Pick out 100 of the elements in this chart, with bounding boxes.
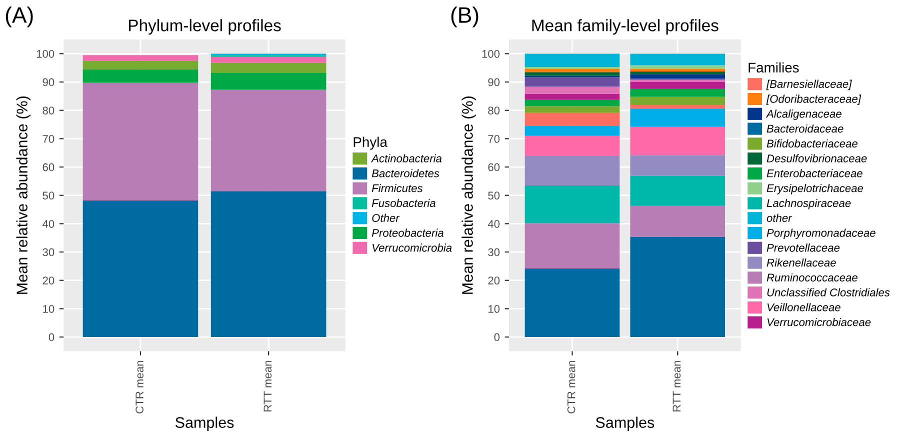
bar	[82, 69, 198, 83]
y-tick-label: 20	[42, 276, 54, 284]
legend-label: Enterobacteriaceae	[766, 169, 862, 178]
bar	[630, 82, 726, 89]
bar	[630, 68, 726, 72]
bar	[210, 72, 326, 90]
y-tick-label: 90	[488, 78, 500, 86]
y-tick-label: 0	[494, 333, 500, 342]
y-tick-label: 50	[488, 192, 500, 200]
legend-title: Families	[748, 62, 799, 73]
y-tick-label: 60	[42, 163, 54, 172]
legend-label: Veillonellaceae	[767, 303, 840, 312]
bar	[630, 65, 726, 69]
y-tick-label: 40	[42, 220, 54, 228]
bar	[630, 96, 726, 105]
bar	[630, 176, 726, 206]
bar	[524, 100, 620, 106]
legend-label: Prevotellaceae	[766, 244, 840, 252]
legend-label: Rikenellaceae	[766, 258, 836, 267]
bar	[630, 54, 726, 66]
y-axis-title: Mean relative abundance (%)	[16, 96, 31, 294]
bar	[524, 223, 620, 268]
legend-label: [Odoribacteraceae]	[766, 94, 862, 106]
legend-title: Phyla	[354, 136, 388, 150]
legend-label: Erysipelotrichaceae	[766, 184, 864, 194]
y-tick-label: 20	[488, 276, 500, 284]
y-tick-label: 40	[488, 220, 500, 228]
chart-title: Mean family-level profiles	[532, 19, 718, 35]
y-tick-label: 60	[488, 163, 500, 172]
bar	[630, 74, 726, 79]
legend-label: Ruminococcaceae	[766, 273, 858, 282]
legend-label: Verrucomicrobiaceae	[767, 318, 871, 326]
legend-label: Alcaligenaceae	[766, 110, 842, 120]
legend-label: Fusobacteria	[372, 198, 436, 208]
legend-label: Other	[372, 214, 400, 222]
bar	[524, 112, 620, 126]
legend-label: Bifidobacteriaceae	[766, 139, 858, 148]
chart-title: Phylum-level profiles	[129, 19, 281, 35]
legend-label: Firmicutes	[372, 184, 423, 192]
bar	[524, 106, 620, 113]
bar	[524, 185, 620, 224]
bar	[524, 72, 620, 76]
bar	[82, 60, 198, 70]
bar	[524, 86, 620, 94]
bar	[630, 88, 726, 96]
x-axis-title: Samples	[176, 416, 234, 431]
y-tick-label: 0	[48, 333, 54, 342]
y-tick-label: 10	[43, 304, 54, 313]
bar	[82, 82, 198, 200]
y-axis-title: Mean relative abundance (%)	[462, 96, 476, 294]
legend-label: Bacteroidetes	[372, 169, 440, 178]
y-tick-label: 30	[42, 248, 54, 256]
legend-label: Proteobacteria	[372, 228, 444, 237]
y-tick-label: 100	[36, 50, 54, 58]
y-tick-label: 80	[488, 106, 500, 114]
y-tick-label: 50	[42, 192, 54, 200]
bar	[524, 126, 620, 136]
legend-label: Actinobacteria	[371, 154, 442, 162]
legend-label: other	[766, 214, 792, 222]
bar	[630, 72, 726, 74]
legend-label: Lachnospiraceae	[766, 198, 851, 210]
bar	[524, 268, 620, 338]
bar	[630, 104, 726, 108]
x-tick-label: RTT mean	[672, 360, 681, 412]
bar	[630, 108, 726, 126]
bar	[82, 200, 198, 338]
bar	[210, 56, 326, 63]
x-axis-title: Samples	[596, 416, 654, 431]
x-tick-label: CTR mean	[567, 360, 576, 414]
legend-label: Porphyromonadaceae	[766, 228, 876, 240]
bar	[210, 191, 326, 338]
bar	[630, 80, 726, 82]
bar	[524, 68, 620, 72]
bar	[210, 62, 326, 73]
legend-label: Bacteroidaceae	[766, 124, 844, 133]
bar	[630, 126, 726, 156]
y-tick-label: 100	[482, 50, 500, 58]
bar	[524, 94, 620, 100]
bar	[630, 155, 726, 176]
y-tick-label: 30	[488, 248, 500, 256]
text: (A)	[6, 6, 33, 28]
x-tick-label: RTT mean	[264, 360, 272, 412]
y-tick-label: 70	[42, 134, 54, 143]
legend-label: Desulfovibrionaceae	[766, 154, 867, 162]
y-tick-label: 90	[42, 78, 54, 86]
text: (B)	[451, 6, 478, 28]
bar	[524, 77, 620, 87]
bar	[524, 156, 620, 186]
y-tick-label: 80	[42, 106, 54, 114]
legend-label: [Barnesiellaceae]	[766, 80, 852, 90]
legend-label: Verrucomicrobia	[372, 244, 452, 252]
x-tick-label: CTR mean	[136, 360, 144, 414]
y-tick-label: 70	[488, 134, 500, 143]
bar	[630, 236, 726, 338]
bar	[630, 206, 726, 237]
y-tick-label: 10	[488, 304, 500, 313]
legend-label: Unclassified Clostridiales	[767, 288, 890, 296]
bar	[210, 90, 326, 192]
bar	[524, 136, 620, 156]
bar	[82, 55, 198, 61]
